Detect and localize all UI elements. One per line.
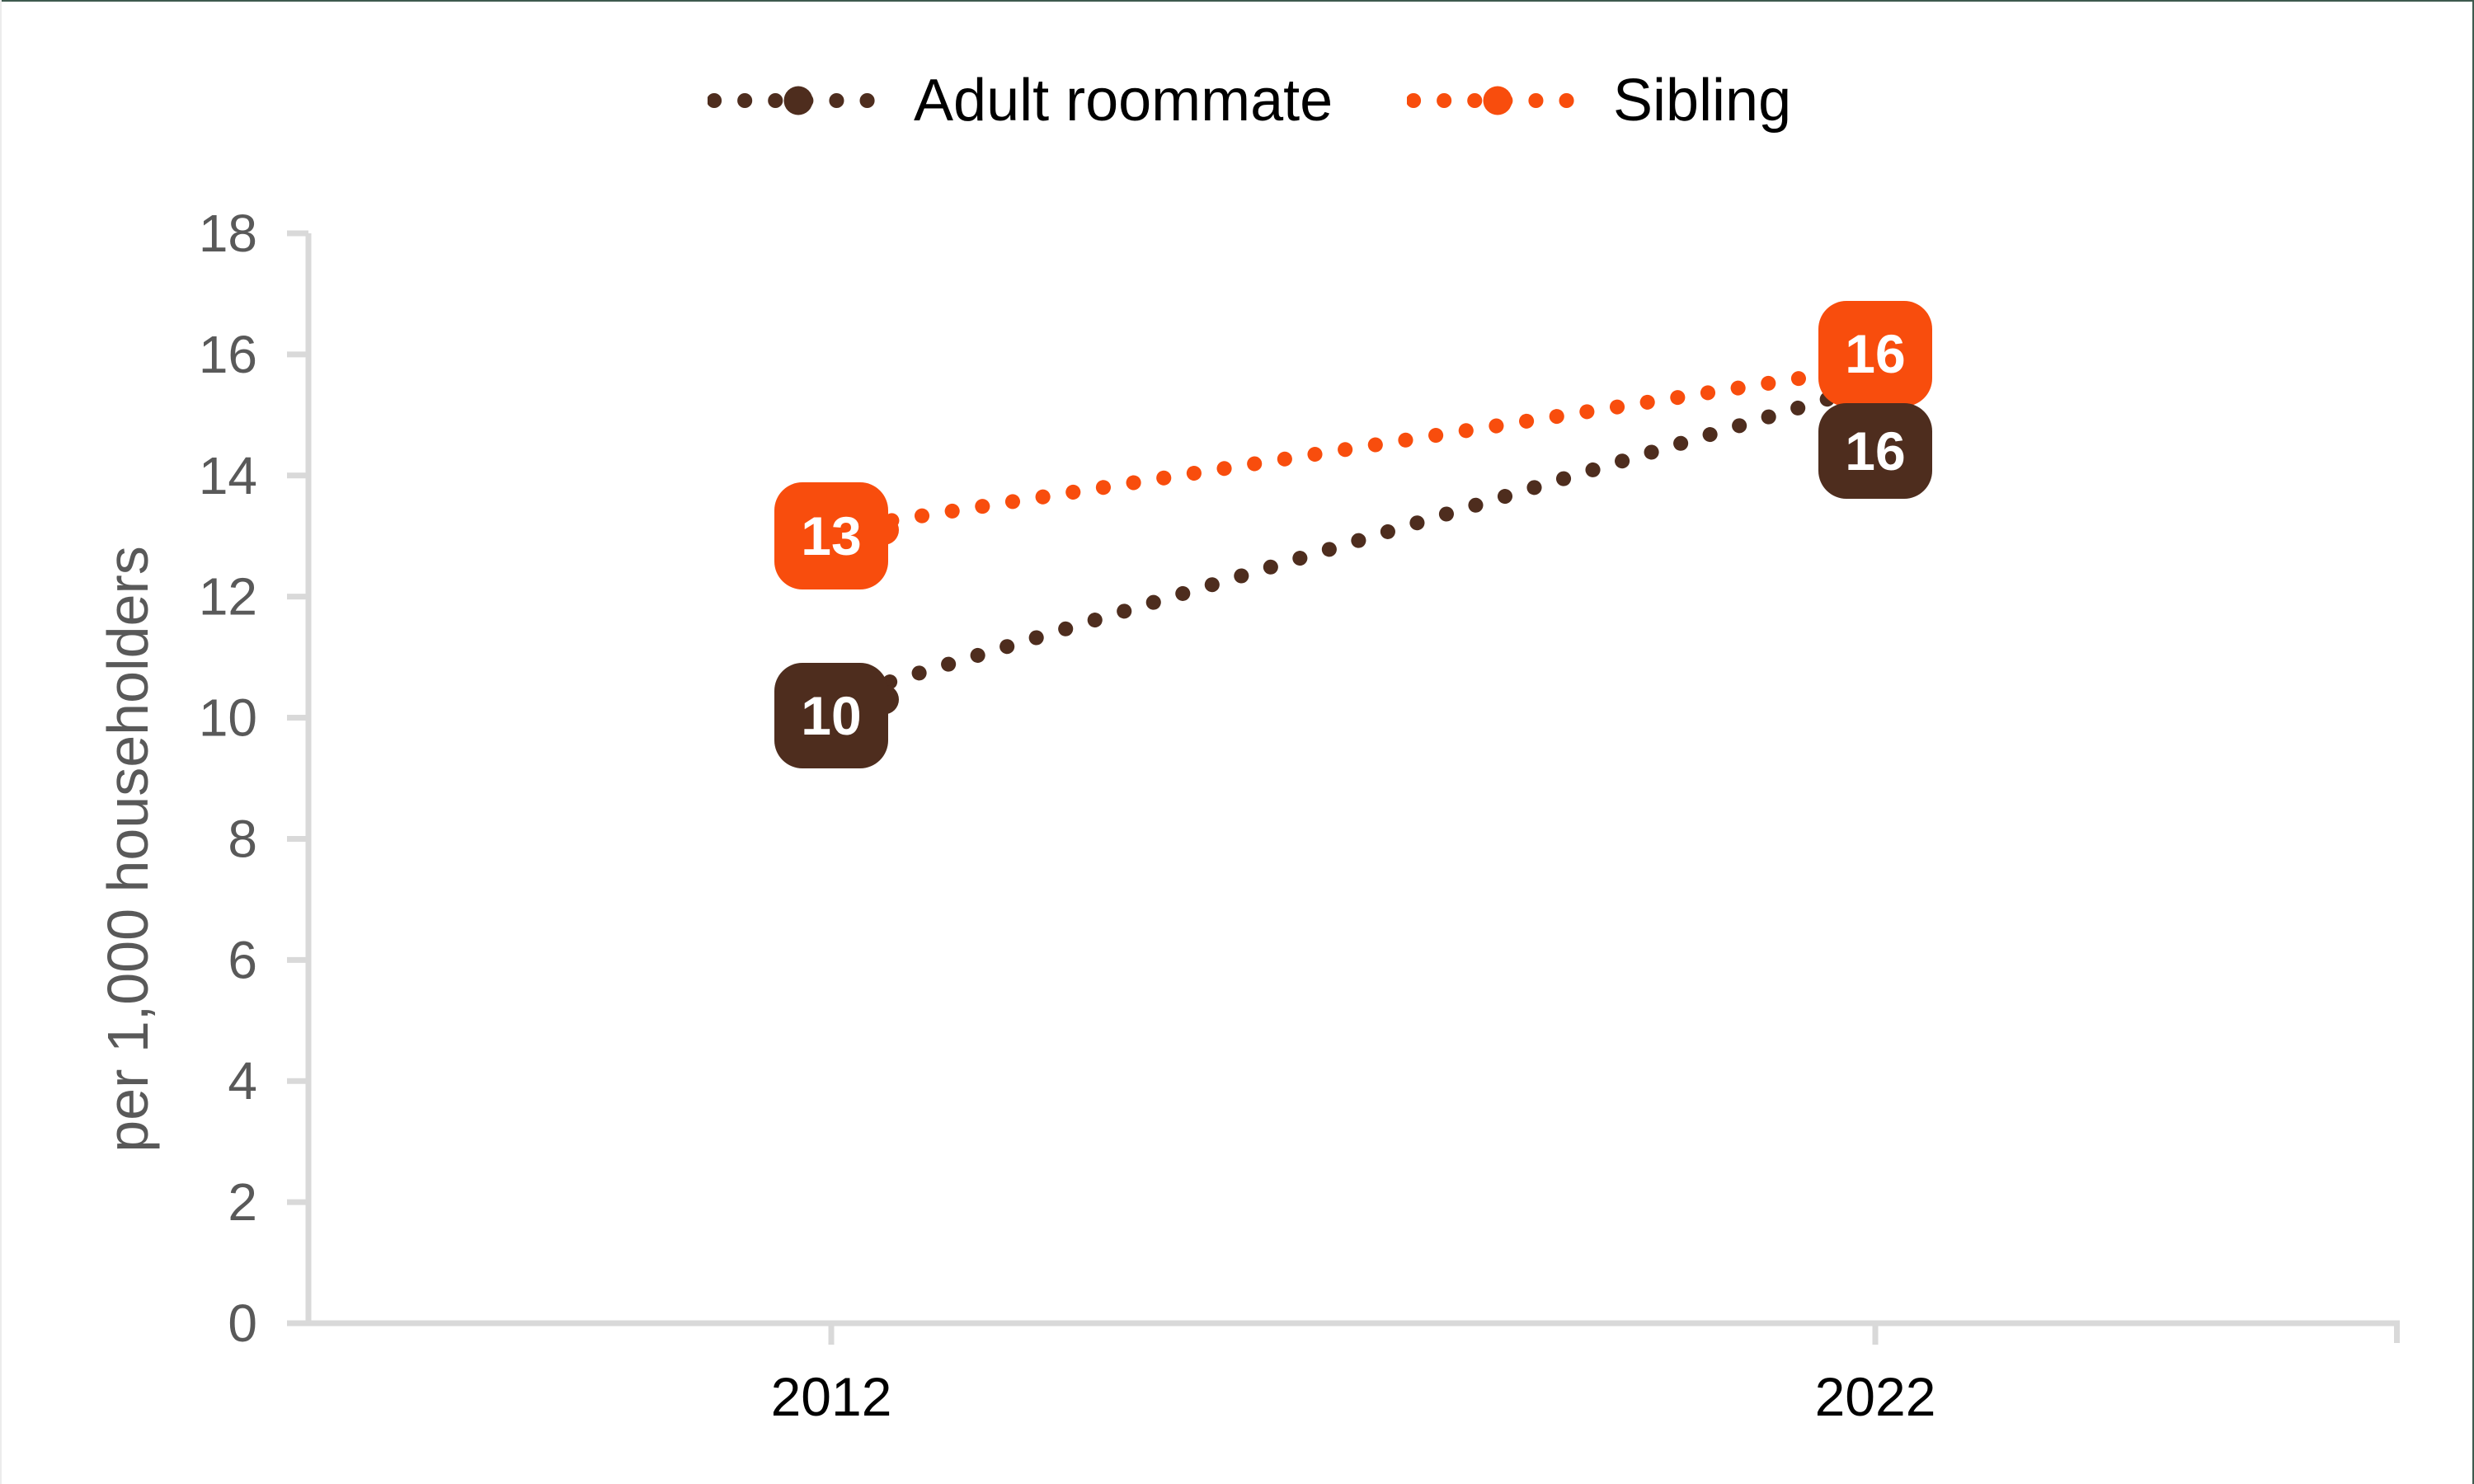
data-label-sibling-2022: 16 xyxy=(1818,301,1932,406)
y-tick-label: 2 xyxy=(228,1172,257,1232)
right-border xyxy=(2472,0,2474,1484)
x-axis-label-2012: 2012 xyxy=(771,1366,892,1427)
legend-label-sibling: Sibling xyxy=(1613,68,1792,134)
data-label-adult-roommate-2012: 10 xyxy=(774,663,888,768)
data-label-adult-roommate-2022: 16 xyxy=(1818,403,1932,499)
sibling-dotted-line-sample-icon xyxy=(1407,86,1588,115)
series-line-adult-roommate xyxy=(824,377,1883,707)
y-tick-label: 16 xyxy=(199,325,257,384)
y-tick-label: 6 xyxy=(228,930,257,989)
legend-sample-marker xyxy=(783,86,813,115)
y-tick-label: 10 xyxy=(199,688,257,748)
adult-roommate-dotted-line-sample-icon xyxy=(708,86,889,115)
top-border xyxy=(0,0,2474,2)
y-tick-label: 14 xyxy=(199,446,257,505)
y-tick-label: 0 xyxy=(228,1294,257,1353)
left-border xyxy=(0,0,2,1484)
x-axis-label-2022: 2022 xyxy=(1815,1366,1936,1427)
series-line-sibling xyxy=(824,359,1883,538)
y-tick-label: 4 xyxy=(228,1051,257,1111)
y-tick-label: 18 xyxy=(199,204,257,263)
legend-label-adult-roommate: Adult roommate xyxy=(914,68,1333,134)
y-tick-label: 12 xyxy=(199,567,257,627)
data-label-sibling-2012: 13 xyxy=(774,482,888,589)
y-tick-label: 8 xyxy=(228,809,257,868)
legend-sample-marker xyxy=(1483,86,1512,115)
